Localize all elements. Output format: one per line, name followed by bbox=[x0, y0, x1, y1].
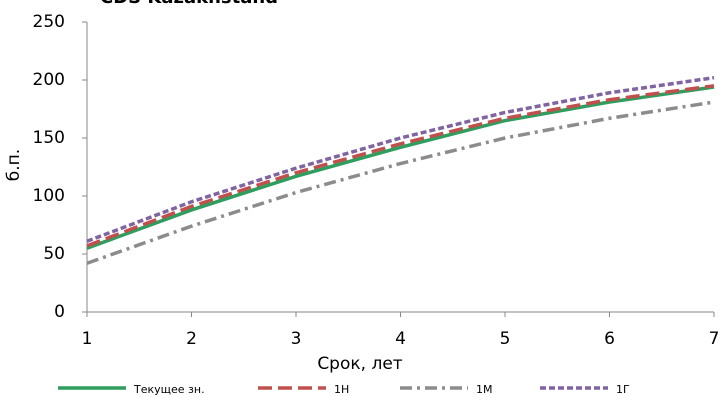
legend-label: 1М bbox=[476, 383, 493, 396]
y-axis-label: б.п. bbox=[4, 149, 24, 181]
series-line bbox=[86, 84, 715, 248]
legend-label: 1Н bbox=[334, 383, 349, 396]
legend-label: Текущее зн. bbox=[133, 383, 205, 396]
y-tick-label: 0 bbox=[54, 302, 65, 322]
x-tick-label: 3 bbox=[291, 329, 302, 349]
x-axis-label: Срок, лет bbox=[317, 354, 402, 374]
legend-label: 1Г bbox=[616, 383, 630, 396]
x-tick-label: 5 bbox=[500, 329, 511, 349]
x-tick-label: 2 bbox=[186, 329, 197, 349]
x-tick-label: 4 bbox=[395, 329, 406, 349]
x-tick-label: 7 bbox=[709, 329, 720, 349]
y-tick-label: 50 bbox=[43, 244, 65, 264]
y-tick-label: 250 bbox=[33, 12, 65, 32]
y-tick-label: 100 bbox=[33, 186, 65, 206]
y-tick-label: 150 bbox=[33, 128, 65, 148]
series-line bbox=[86, 75, 715, 243]
y-tick-label: 200 bbox=[33, 70, 65, 90]
series-line bbox=[86, 85, 715, 250]
series-line bbox=[86, 100, 715, 265]
x-tick-label: 6 bbox=[604, 329, 615, 349]
chart-title: CDS Kazakhstand bbox=[100, 0, 278, 8]
x-tick-label: 1 bbox=[82, 329, 93, 349]
